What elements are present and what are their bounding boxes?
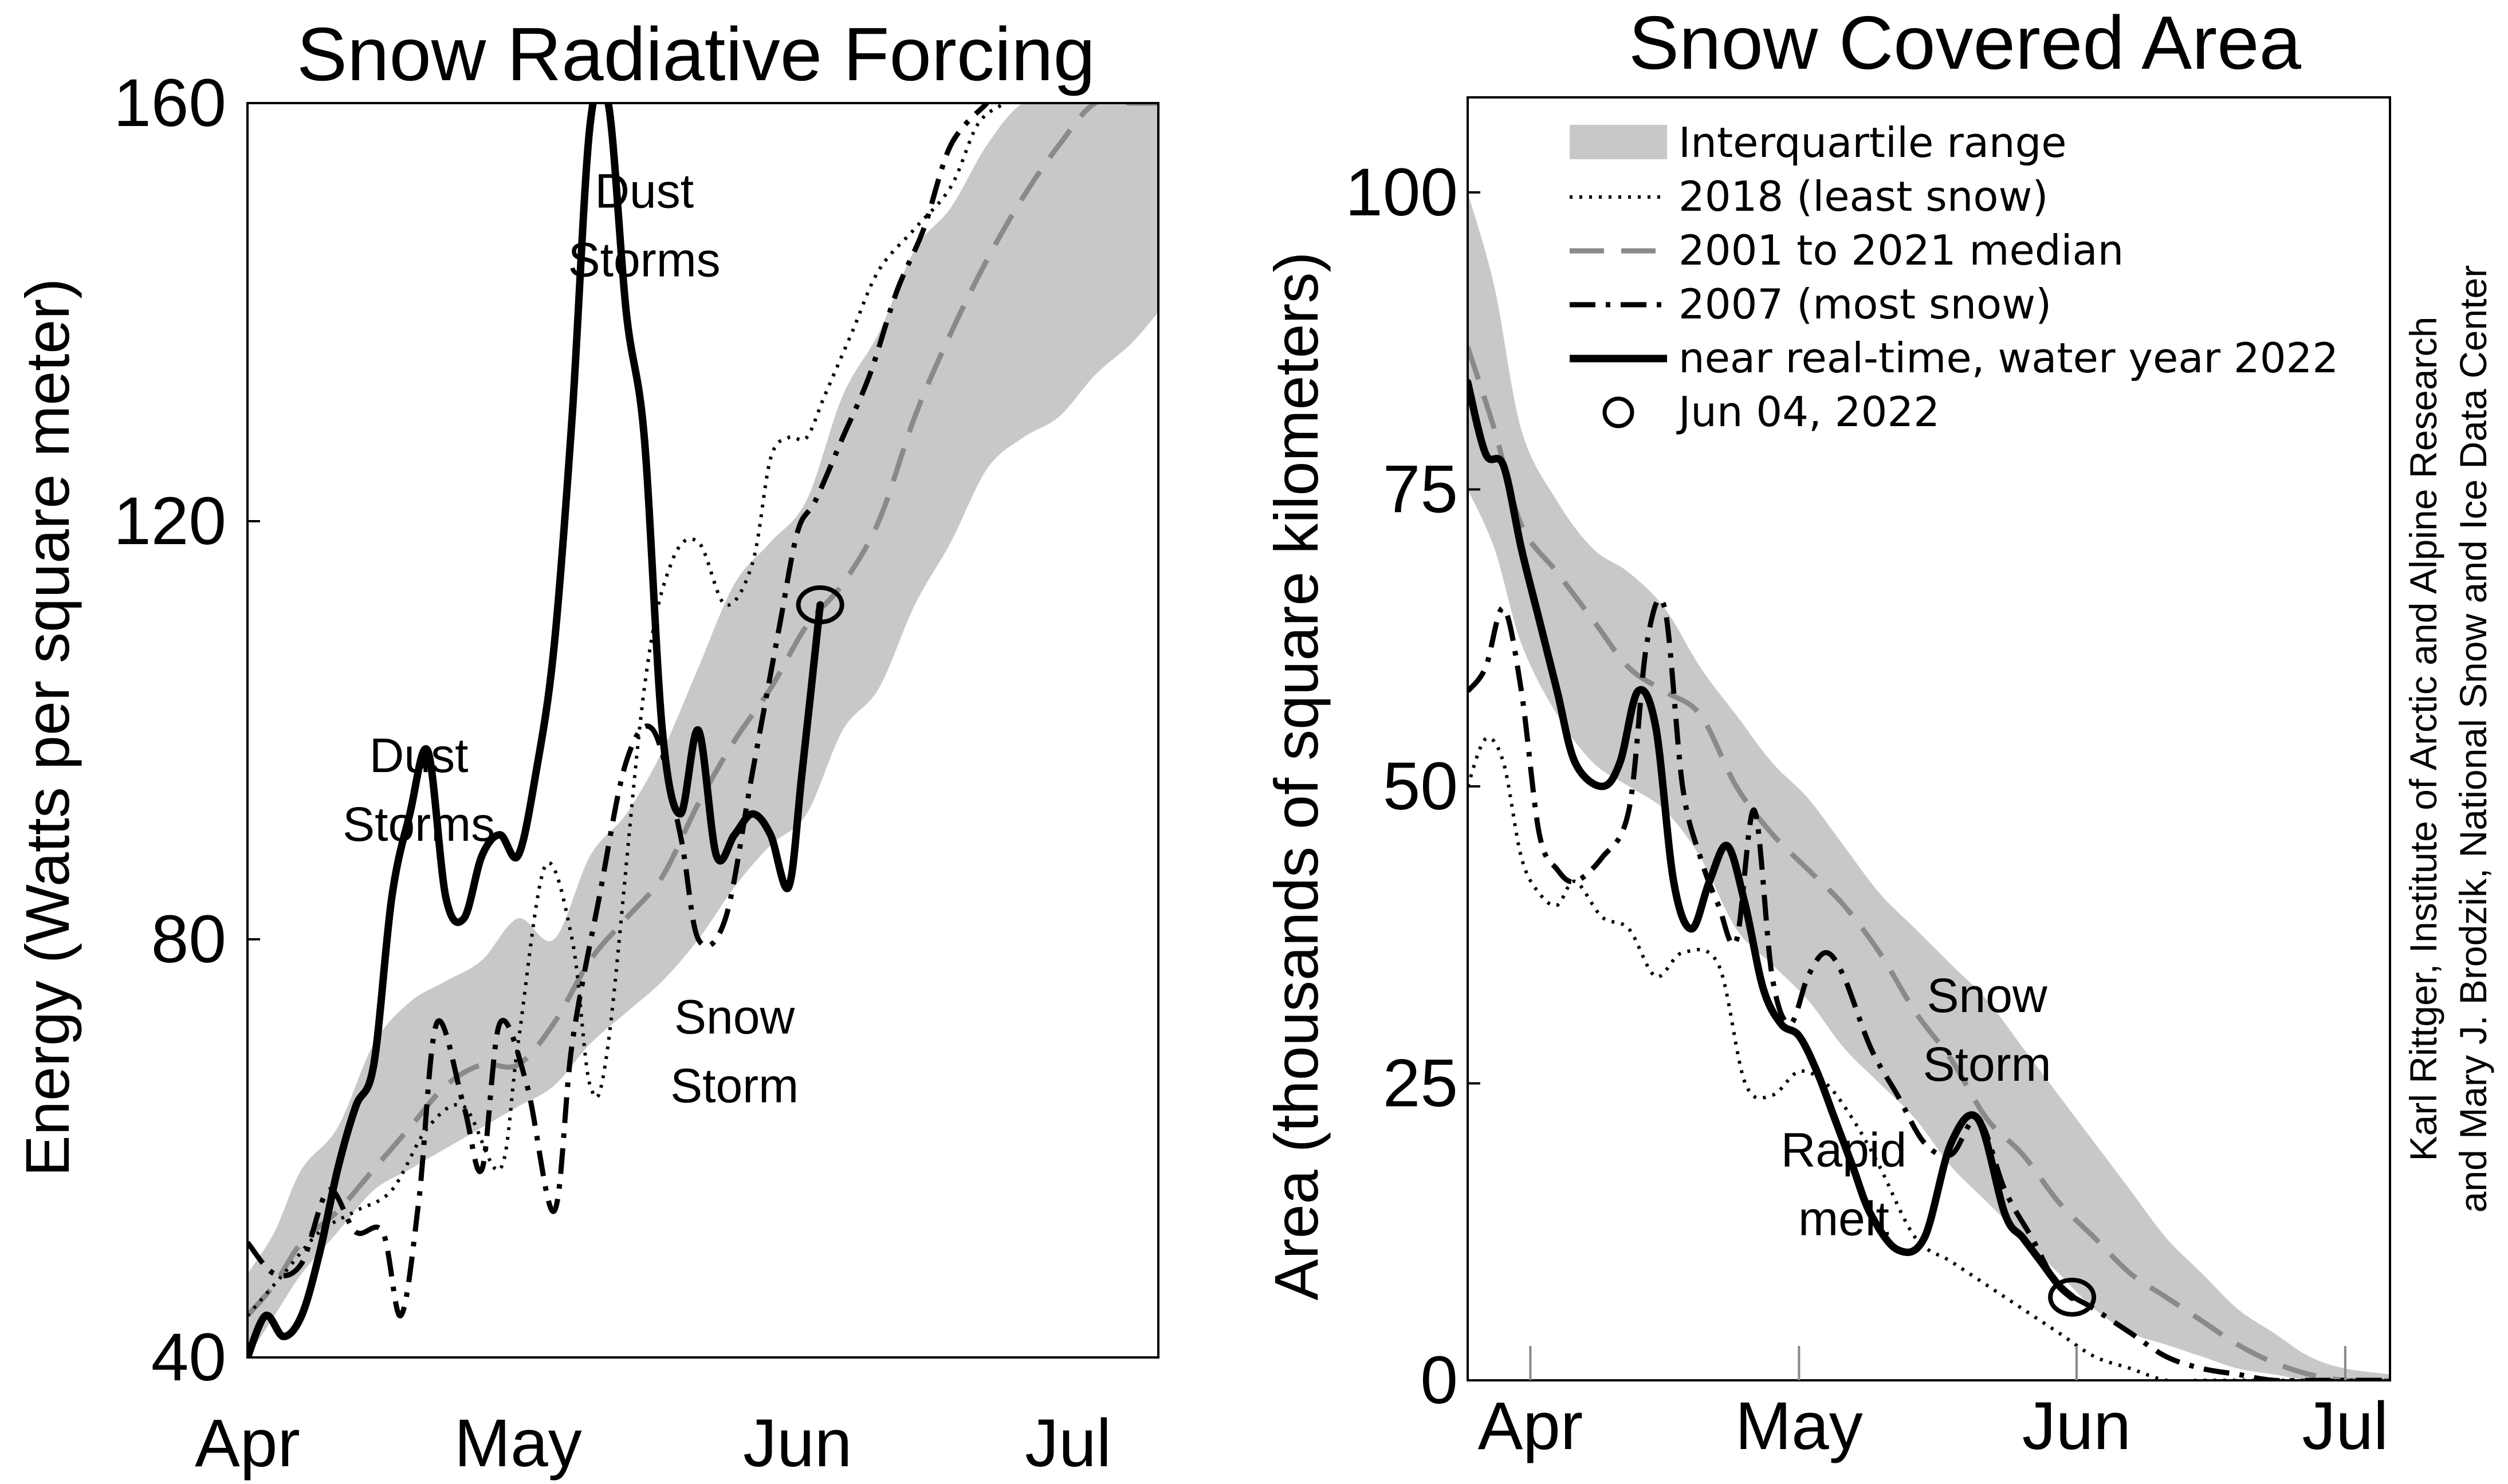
series-line-y2022 <box>1468 379 2076 1301</box>
y-tick-label: 75 <box>1383 451 1458 527</box>
legend-swatch-marker <box>1602 396 1634 428</box>
legend-label: Interquartile range <box>1678 119 2067 167</box>
credit-line-2: and Mary J. Brodzik, National Snow and I… <box>2452 265 2494 1213</box>
y-tick-label: 0 <box>1420 1343 1458 1418</box>
y-axis-label: Area (thousands of square kilometers) <box>1261 252 1331 1301</box>
annotations-layer: Dust Storms Dust Storms Snow Storm <box>343 164 799 1113</box>
series-line-y2022 <box>247 103 824 1357</box>
x-tick-label: Jun <box>2022 1388 2131 1464</box>
series-line-median <box>1468 346 2390 1380</box>
ticks-layer: 40 80 120 160 Apr May Jun Jul <box>113 65 1111 1481</box>
annotation: Dust Storms <box>568 164 721 287</box>
annotation: Dust Storms <box>343 729 495 851</box>
x-tick-label: Apr <box>1478 1388 1583 1464</box>
series-lines-layer <box>1468 346 2390 1380</box>
plot-frame <box>1467 96 2391 1381</box>
legend-swatch-band <box>1570 125 1667 159</box>
annotation: Snow Storm <box>1923 969 2051 1091</box>
chart-snow-radiative-forcing: Snow Radiative Forcing Energy (Watts per… <box>13 12 1159 1481</box>
y-tick-label: 40 <box>151 1320 226 1395</box>
chart-snow-covered-area: Snow Covered Area Area (thousands of squ… <box>1261 1 2391 1464</box>
plot-frame <box>246 102 1159 1359</box>
ticks-layer: 0 25 50 75 100 Apr May Jun Jul <box>1345 155 2388 1464</box>
series-line-y2007 <box>1468 596 2390 1380</box>
x-tick-label: May <box>454 1406 582 1481</box>
credit: Karl Rittger, Institute of Arctic and Al… <box>2402 265 2494 1213</box>
y-tick-label: 100 <box>1345 155 1458 230</box>
legend-label: near real-time, water year 2022 <box>1678 334 2338 382</box>
series-line-y2018 <box>1468 736 2390 1380</box>
iqr-band <box>247 103 1158 1357</box>
x-tick-label: Jun <box>743 1406 852 1481</box>
series-line-y2018 <box>247 103 1007 1317</box>
y-axis-label: Energy (Watts per square meter) <box>13 278 82 1177</box>
iqr-band-layer <box>247 103 1158 1357</box>
x-tick-label: May <box>1735 1388 1863 1464</box>
iqr-band-layer <box>1468 192 2390 1380</box>
chart-title: Snow Radiative Forcing <box>297 12 1095 96</box>
legend-label: 2018 (least snow) <box>1678 172 2048 221</box>
series-lines-layer <box>247 103 1158 1357</box>
current-date-marker <box>2048 1277 2097 1317</box>
legend-label: 2001 to 2021 median <box>1678 226 2124 274</box>
annotation: Rapid melt <box>1781 1123 1906 1246</box>
y-tick-label: 120 <box>113 483 226 559</box>
legend-label: 2007 (most snow) <box>1678 280 2051 328</box>
credit-line-1: Karl Rittger, Institute of Arctic and Al… <box>2402 317 2444 1162</box>
iqr-band <box>1468 192 2390 1380</box>
y-tick-label: 160 <box>113 65 226 141</box>
x-tick-label: Apr <box>195 1406 300 1481</box>
annotation: Snow Storm <box>670 990 799 1112</box>
legend: Interquartile range 2018 (least snow) 2001… <box>1570 119 2338 436</box>
y-tick-label: 50 <box>1383 749 1458 824</box>
legend-label: Jun 04, 2022 <box>1676 388 1940 436</box>
series-line-median <box>247 103 1158 1317</box>
y-tick-label: 25 <box>1383 1045 1458 1121</box>
series-line-y2007 <box>247 103 989 1318</box>
current-date-marker <box>796 585 844 624</box>
chart-title: Snow Covered Area <box>1629 1 2302 85</box>
x-tick-label: Jul <box>2302 1388 2388 1464</box>
x-tick-label: Jul <box>1025 1406 1111 1481</box>
y-tick-label: 80 <box>151 902 226 977</box>
